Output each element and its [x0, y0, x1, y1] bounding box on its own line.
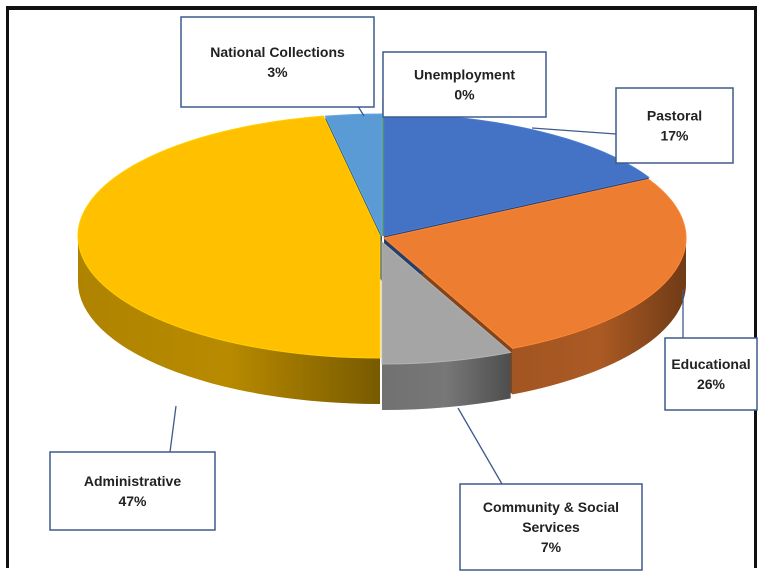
slice-community-and-social-services [381, 240, 512, 365]
leader-line-community-and-social-services [457, 407, 503, 485]
data-label-category-pastoral: Pastoral [647, 108, 702, 124]
data-label-percent-community-and-social-services: 7% [541, 539, 562, 555]
callout-box-community-and-social-services [459, 483, 643, 571]
leader-line-pastoral [531, 127, 617, 135]
callout-box-pastoral [615, 87, 734, 164]
data-label-category-community-and-social-services: Services [522, 519, 580, 535]
slice-side-shading-educational [512, 238, 686, 395]
slice-side-shading-community-and-social-services [382, 352, 511, 410]
slice-educational [382, 178, 687, 349]
data-label-percent-administrative: 47% [118, 493, 147, 509]
data-label-category-educational: Educational [671, 356, 750, 372]
slice-administrative [77, 115, 381, 359]
callout-box-administrative [49, 451, 216, 531]
data-label-category-administrative: Administrative [84, 473, 181, 489]
data-label-percent-pastoral: 17% [660, 128, 689, 144]
slice-national-collections [324, 113, 383, 237]
data-label-percent-national-collections: 3% [267, 64, 288, 80]
data-label-category-national-collections: National Collections [210, 44, 345, 60]
slice-side-shading-administrative [78, 236, 380, 404]
data-label-category-community-and-social-services: Community & Social [483, 499, 619, 515]
callout-box-unemployment [382, 51, 547, 118]
pie-top-faces [77, 113, 687, 365]
callout-box-national-collections [180, 16, 375, 108]
callout-labels: Unemployment 0% Pastoral 17% Educational 26% C… [49, 16, 758, 571]
data-label-category-unemployment: Unemployment [414, 67, 515, 83]
leader-line-administrative [169, 405, 177, 453]
data-label-percent-unemployment: 0% [454, 87, 475, 103]
data-label-percent-educational: 26% [697, 376, 726, 392]
callout-box-educational [664, 337, 758, 411]
